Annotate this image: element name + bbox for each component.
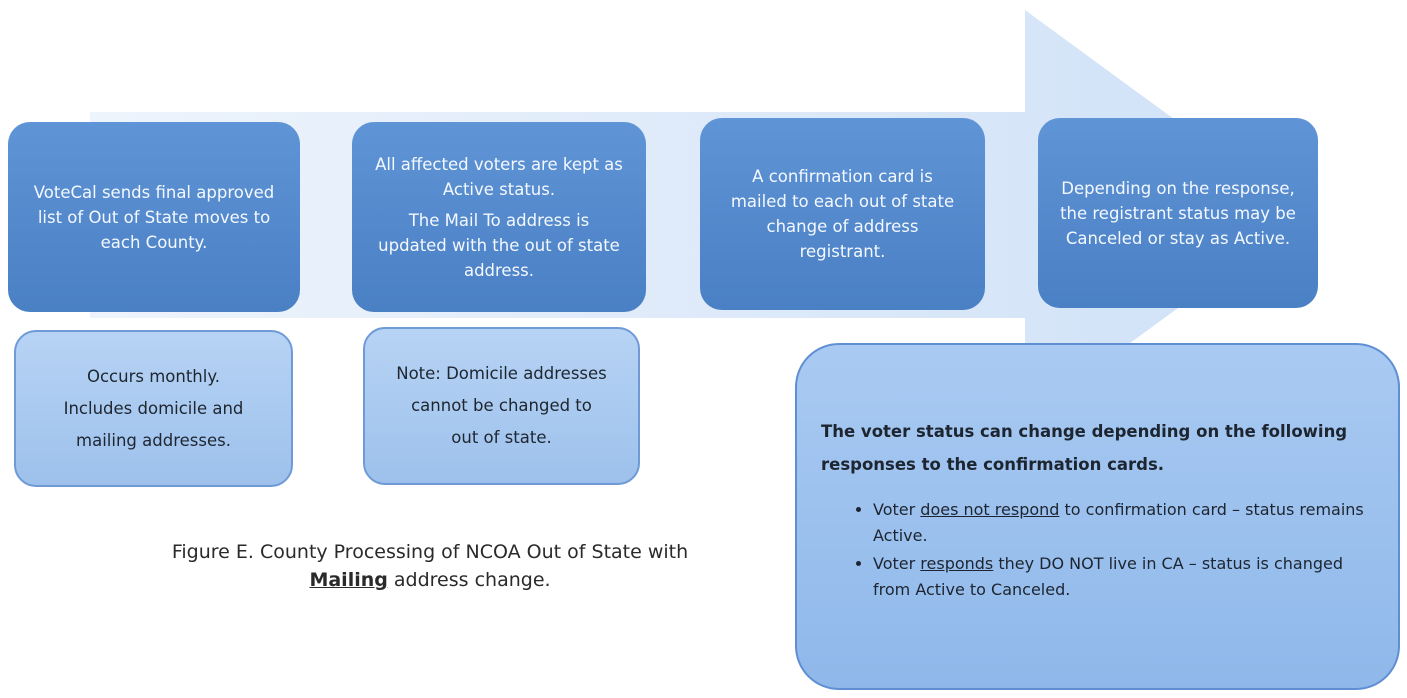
status-bullet: Voter does not respond to confirmation c… [873, 497, 1368, 549]
status-heading: The voter status can change depending on… [821, 422, 1348, 474]
step-box: Depending on the response, the registran… [1038, 118, 1318, 308]
caption-text: Mailing [309, 569, 388, 591]
note-box: Occurs monthly. Includes domicile and mai… [14, 330, 293, 487]
arrow-shape [90, 10, 1305, 420]
bullet-text: Voter [873, 554, 921, 573]
bullet-text: to confirmation card – status remains Ac… [873, 500, 1364, 545]
note-text: Includes domicile and mailing addresses. [63, 398, 244, 450]
bullet-text: Voter [873, 500, 921, 519]
caption-text: Figure E. County Processing of NCOA Out … [171, 541, 689, 563]
status-box: The voter status can change depending on… [795, 343, 1400, 690]
step-text: Depending on the response, the registran… [1060, 178, 1296, 248]
status-bullets: Voter does not respond to confirmation c… [821, 497, 1368, 603]
step-text: VoteCal sends final approved list of Out… [33, 182, 275, 252]
bullet-text: they DO NOT live in CA – status is chang… [873, 554, 1343, 599]
step-text: The Mail To address is updated with the … [378, 210, 620, 280]
step-text: A confirmation card is mailed to each ou… [730, 167, 955, 261]
caption-text: address change. [387, 569, 551, 591]
note-text: Note: Domicile addresses cannot be chang… [396, 364, 607, 447]
step-box: A confirmation card is mailed to each ou… [700, 118, 985, 310]
step-text: All affected voters are kept as Active s… [375, 154, 623, 199]
figure-caption: Figure E. County Processing of NCOA Out … [130, 538, 730, 594]
note-box: Note: Domicile addresses cannot be chang… [363, 327, 640, 485]
note-text: Occurs monthly. [86, 366, 220, 386]
step-box: VoteCal sends final approved list of Out… [8, 122, 300, 312]
step-box: All affected voters are kept as Active s… [352, 122, 646, 312]
bullet-text: does not respond [920, 500, 1060, 519]
bullet-text: responds [920, 554, 994, 573]
status-bullet: Voter responds they DO NOT live in CA – … [873, 551, 1368, 603]
